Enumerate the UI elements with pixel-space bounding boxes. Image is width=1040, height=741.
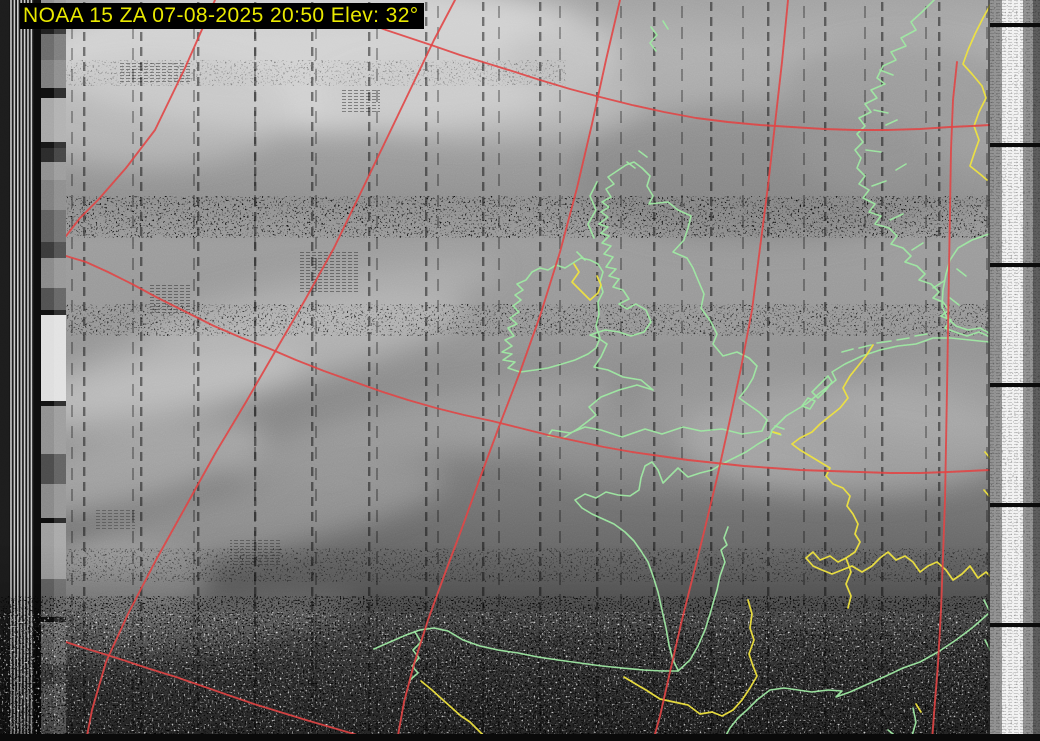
bottom-black-band: [0, 734, 1040, 741]
image-title-overlay: NOAA 15 ZA 07-08-2025 20:50 Elev: 32°: [20, 3, 424, 29]
